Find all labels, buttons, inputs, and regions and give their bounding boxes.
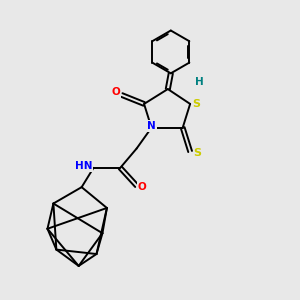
Text: O: O [111, 87, 120, 97]
Text: O: O [138, 182, 146, 192]
Text: HN: HN [74, 161, 92, 171]
Text: H: H [195, 76, 203, 87]
Text: S: S [194, 148, 202, 158]
Text: N: N [147, 121, 156, 131]
Text: S: S [193, 99, 201, 109]
